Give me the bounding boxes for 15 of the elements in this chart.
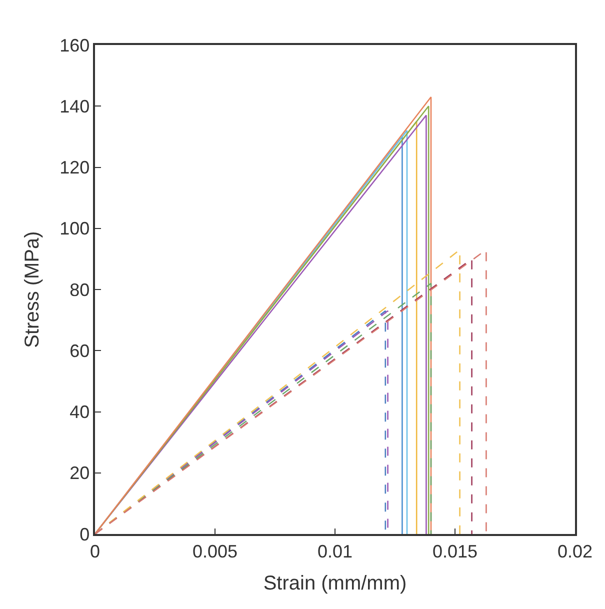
y-tick-label: 0: [80, 524, 90, 544]
x-axis-title: Strain (mm/mm): [263, 572, 407, 594]
y-tick-label: 120: [60, 158, 90, 178]
y-tick-label: 100: [60, 218, 90, 239]
y-tick-label: 60: [70, 340, 90, 361]
y-axis-title: Stress (MPa): [22, 231, 44, 348]
x-tick-label: 0.01: [317, 541, 353, 562]
y-tick-label: 40: [70, 402, 90, 422]
y-tick-label: 140: [60, 96, 90, 116]
x-tick-label: 0.02: [557, 541, 593, 562]
y-tick-label: 20: [70, 463, 90, 484]
y-tick-label: 160: [60, 35, 90, 56]
x-tick-label: 0.015: [432, 541, 478, 562]
y-tick-label: 80: [70, 280, 90, 300]
x-tick-label: 0.005: [192, 541, 238, 562]
